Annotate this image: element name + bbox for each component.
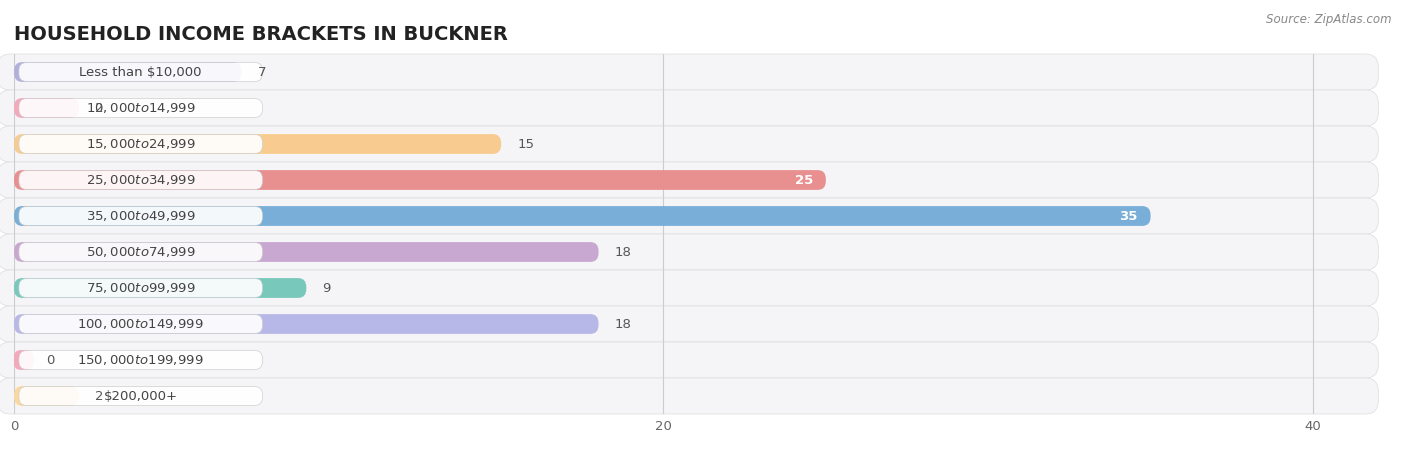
Text: 2: 2 bbox=[96, 390, 104, 402]
FancyBboxPatch shape bbox=[0, 198, 1378, 234]
Text: $10,000 to $14,999: $10,000 to $14,999 bbox=[86, 101, 195, 115]
Text: 25: 25 bbox=[794, 174, 813, 186]
FancyBboxPatch shape bbox=[0, 126, 1378, 162]
Text: $15,000 to $24,999: $15,000 to $24,999 bbox=[86, 137, 195, 151]
Text: HOUSEHOLD INCOME BRACKETS IN BUCKNER: HOUSEHOLD INCOME BRACKETS IN BUCKNER bbox=[14, 25, 508, 44]
FancyBboxPatch shape bbox=[18, 315, 263, 333]
FancyBboxPatch shape bbox=[18, 99, 263, 117]
Text: $100,000 to $149,999: $100,000 to $149,999 bbox=[77, 317, 204, 331]
FancyBboxPatch shape bbox=[18, 387, 263, 405]
FancyBboxPatch shape bbox=[14, 206, 1150, 226]
FancyBboxPatch shape bbox=[14, 242, 599, 262]
FancyBboxPatch shape bbox=[0, 270, 1378, 306]
Text: 35: 35 bbox=[1119, 210, 1137, 222]
Text: Less than $10,000: Less than $10,000 bbox=[80, 66, 202, 78]
FancyBboxPatch shape bbox=[14, 350, 34, 370]
Text: 7: 7 bbox=[257, 66, 266, 78]
FancyBboxPatch shape bbox=[14, 62, 242, 82]
FancyBboxPatch shape bbox=[0, 234, 1378, 270]
FancyBboxPatch shape bbox=[18, 207, 263, 225]
Text: $35,000 to $49,999: $35,000 to $49,999 bbox=[86, 209, 195, 223]
FancyBboxPatch shape bbox=[14, 170, 825, 190]
FancyBboxPatch shape bbox=[18, 135, 263, 153]
Text: 15: 15 bbox=[517, 138, 534, 150]
FancyBboxPatch shape bbox=[18, 63, 263, 81]
FancyBboxPatch shape bbox=[0, 342, 1378, 378]
Text: 9: 9 bbox=[322, 282, 330, 294]
FancyBboxPatch shape bbox=[18, 171, 263, 189]
Text: $150,000 to $199,999: $150,000 to $199,999 bbox=[77, 353, 204, 367]
FancyBboxPatch shape bbox=[14, 314, 599, 334]
FancyBboxPatch shape bbox=[18, 243, 263, 261]
FancyBboxPatch shape bbox=[0, 54, 1378, 90]
Text: Source: ZipAtlas.com: Source: ZipAtlas.com bbox=[1267, 14, 1392, 27]
Text: $200,000+: $200,000+ bbox=[104, 390, 177, 402]
Text: $75,000 to $99,999: $75,000 to $99,999 bbox=[86, 281, 195, 295]
FancyBboxPatch shape bbox=[14, 134, 501, 154]
FancyBboxPatch shape bbox=[0, 90, 1378, 126]
FancyBboxPatch shape bbox=[0, 162, 1378, 198]
Text: 0: 0 bbox=[46, 354, 55, 366]
FancyBboxPatch shape bbox=[14, 278, 307, 298]
Text: $50,000 to $74,999: $50,000 to $74,999 bbox=[86, 245, 195, 259]
Text: 18: 18 bbox=[614, 246, 631, 258]
FancyBboxPatch shape bbox=[18, 279, 263, 297]
Text: 18: 18 bbox=[614, 318, 631, 330]
FancyBboxPatch shape bbox=[0, 378, 1378, 414]
FancyBboxPatch shape bbox=[0, 306, 1378, 342]
FancyBboxPatch shape bbox=[14, 98, 79, 118]
Text: 2: 2 bbox=[96, 102, 104, 114]
FancyBboxPatch shape bbox=[18, 351, 263, 369]
Text: $25,000 to $34,999: $25,000 to $34,999 bbox=[86, 173, 195, 187]
FancyBboxPatch shape bbox=[14, 386, 79, 406]
